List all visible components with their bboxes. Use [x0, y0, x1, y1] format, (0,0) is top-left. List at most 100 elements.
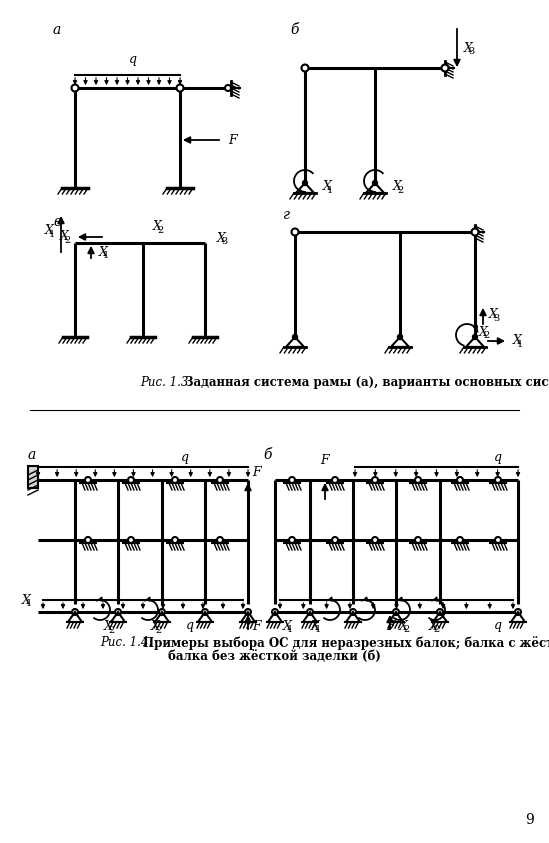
Circle shape [515, 609, 521, 615]
Text: балка без жёсткой заделки (б): балка без жёсткой заделки (б) [167, 649, 380, 663]
Text: X: X [399, 620, 407, 632]
Text: 1: 1 [327, 186, 334, 196]
Text: X: X [489, 309, 497, 321]
Text: 1: 1 [315, 626, 322, 634]
Circle shape [472, 228, 479, 235]
Circle shape [217, 477, 223, 483]
Circle shape [172, 477, 178, 483]
Text: X: X [513, 335, 522, 347]
Circle shape [495, 537, 501, 543]
Text: 2: 2 [108, 626, 115, 636]
Circle shape [292, 228, 299, 235]
Circle shape [289, 477, 295, 483]
Text: в: в [53, 215, 61, 229]
Circle shape [85, 477, 91, 483]
Text: 1: 1 [103, 251, 110, 260]
Circle shape [115, 609, 121, 615]
Text: F: F [321, 454, 329, 466]
Circle shape [307, 609, 313, 615]
Circle shape [397, 335, 402, 340]
Circle shape [159, 609, 165, 615]
Circle shape [372, 537, 378, 543]
Text: q: q [181, 452, 189, 464]
Text: б: б [290, 23, 299, 37]
Text: F: F [386, 620, 394, 632]
Circle shape [202, 609, 208, 615]
Circle shape [245, 609, 251, 615]
Text: 2: 2 [64, 236, 70, 245]
Circle shape [373, 180, 378, 185]
Text: X: X [59, 230, 69, 244]
Text: q: q [128, 53, 137, 67]
Circle shape [473, 335, 478, 340]
Text: Заданная система рамы (а), варианты основных систем (б, в, г): Заданная система рамы (а), варианты осно… [185, 375, 549, 389]
Circle shape [302, 180, 307, 185]
Circle shape [72, 609, 78, 615]
Text: X: X [393, 180, 401, 194]
Circle shape [457, 477, 463, 483]
Text: 1: 1 [287, 626, 294, 634]
Text: X: X [323, 180, 332, 194]
Circle shape [225, 85, 231, 91]
Text: X: X [479, 325, 488, 339]
Text: г: г [283, 208, 290, 222]
Text: а: а [28, 448, 36, 462]
Text: 3: 3 [468, 47, 474, 56]
Circle shape [457, 537, 463, 543]
Circle shape [272, 609, 278, 615]
Circle shape [495, 477, 501, 483]
Circle shape [293, 335, 298, 340]
Text: F: F [251, 465, 260, 479]
Circle shape [437, 609, 443, 615]
Text: X: X [311, 620, 320, 632]
Text: X: X [463, 41, 473, 55]
Text: 2: 2 [483, 331, 490, 341]
Text: q: q [494, 620, 502, 632]
Text: q: q [186, 620, 194, 632]
Text: 1: 1 [517, 341, 524, 349]
Text: б: б [263, 448, 272, 462]
Circle shape [415, 537, 421, 543]
Circle shape [85, 537, 91, 543]
Circle shape [332, 477, 338, 483]
Circle shape [415, 477, 421, 483]
Text: 2: 2 [397, 186, 404, 196]
Text: X: X [99, 245, 108, 259]
Circle shape [128, 477, 134, 483]
Text: q: q [494, 452, 502, 464]
Text: 3: 3 [494, 314, 500, 323]
Text: 3: 3 [221, 237, 227, 246]
Circle shape [172, 537, 178, 543]
Circle shape [301, 65, 309, 72]
Circle shape [217, 537, 223, 543]
Text: 2: 2 [433, 626, 440, 634]
Text: X: X [150, 620, 159, 633]
Text: Примеры выбора ОС для неразрезных балок; балка с жёсткой заделкой (а);: Примеры выбора ОС для неразрезных балок;… [143, 636, 549, 650]
Text: X: X [153, 221, 161, 234]
Text: 1: 1 [49, 230, 55, 239]
Circle shape [128, 537, 134, 543]
Text: 1: 1 [26, 599, 32, 609]
Circle shape [372, 477, 378, 483]
Text: X: X [104, 620, 113, 633]
Text: 2: 2 [404, 626, 410, 634]
Text: X: X [283, 620, 292, 632]
Circle shape [393, 609, 399, 615]
Text: Рис. 1.3.: Рис. 1.3. [140, 375, 196, 389]
Circle shape [71, 84, 79, 92]
Circle shape [176, 84, 183, 92]
Circle shape [441, 65, 449, 72]
Bar [28, 466, 38, 488]
Text: X: X [44, 224, 53, 238]
Text: 9: 9 [525, 813, 534, 827]
Text: X: X [429, 620, 438, 632]
Text: а: а [53, 23, 61, 37]
Text: 2: 2 [158, 226, 164, 235]
Text: F: F [229, 133, 237, 147]
Circle shape [332, 537, 338, 543]
Text: 2: 2 [155, 626, 161, 636]
Text: Рис. 1.4.: Рис. 1.4. [100, 636, 156, 649]
Text: F: F [251, 620, 260, 632]
Text: X: X [21, 593, 30, 606]
Circle shape [289, 537, 295, 543]
